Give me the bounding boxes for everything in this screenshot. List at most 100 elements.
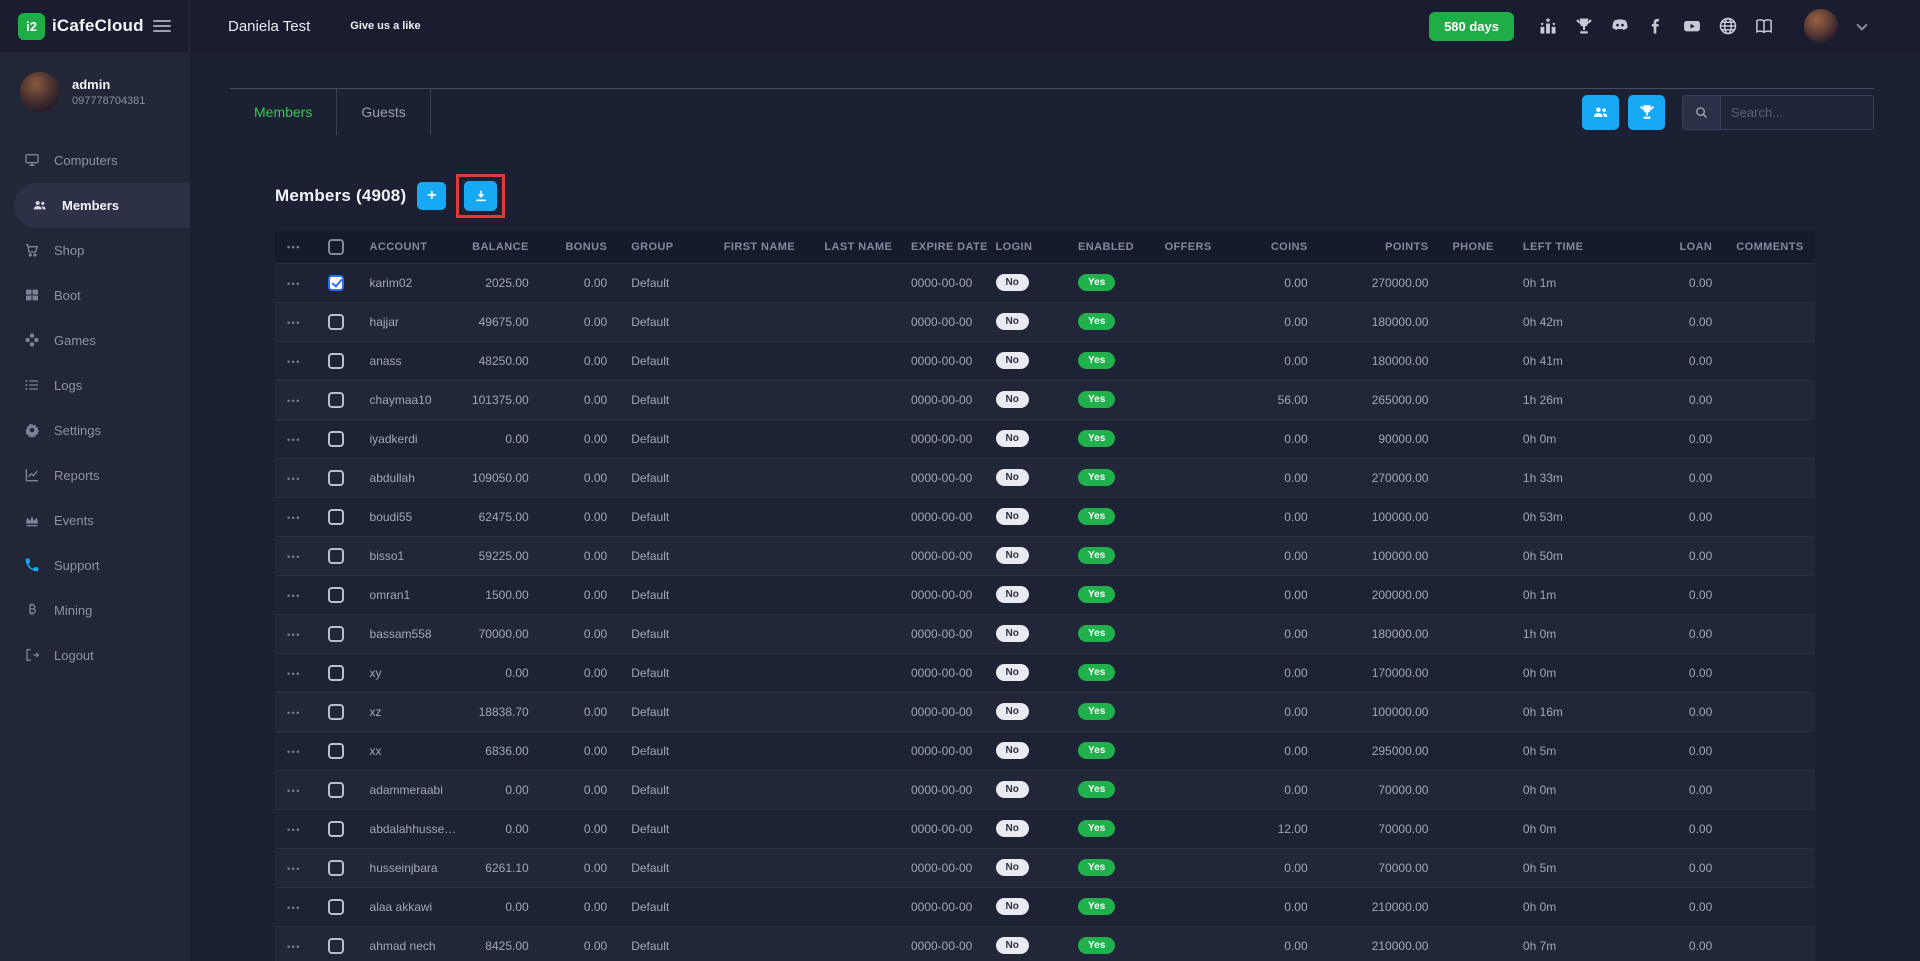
- enabled-badge: Yes: [1078, 586, 1116, 603]
- col-comments: COMMENTS: [1724, 231, 1815, 263]
- row-actions-button[interactable]: •••: [287, 746, 301, 757]
- brand-name: iCafeCloud: [52, 16, 144, 35]
- row-actions-button[interactable]: •••: [287, 395, 301, 406]
- row-checkbox[interactable]: [328, 664, 345, 681]
- row-actions-button[interactable]: •••: [287, 317, 301, 328]
- logout-icon: [24, 647, 41, 664]
- row-actions-button[interactable]: •••: [287, 707, 301, 718]
- ranking-view-button[interactable]: [1628, 94, 1665, 130]
- row-checkbox[interactable]: [328, 313, 345, 330]
- row-checkbox[interactable]: [328, 781, 345, 798]
- sidebar-item-support[interactable]: Support: [0, 543, 190, 588]
- hamburger-menu-icon[interactable]: [153, 20, 171, 32]
- members-icon: [32, 197, 49, 214]
- cell-balance: 101375.00: [471, 392, 529, 407]
- row-actions-button[interactable]: •••: [287, 629, 301, 640]
- sidebar-item-settings[interactable]: Settings: [0, 408, 190, 453]
- row-actions-button[interactable]: •••: [287, 473, 301, 484]
- sidebar-item-logs[interactable]: Logs: [0, 363, 190, 408]
- cell-bonus: 0.00: [583, 431, 608, 446]
- globe-icon[interactable]: [1718, 16, 1738, 36]
- row-actions-button[interactable]: •••: [287, 512, 301, 523]
- cell-account: abdalahhusse…: [369, 821, 457, 836]
- add-member-button[interactable]: +: [417, 182, 447, 210]
- row-checkbox[interactable]: [328, 469, 345, 486]
- row-actions-button[interactable]: •••: [287, 668, 301, 679]
- row-checkbox[interactable]: [328, 742, 345, 759]
- row-checkbox[interactable]: [328, 430, 345, 447]
- select-all-checkbox[interactable]: [328, 238, 345, 255]
- ranking-icon[interactable]: [1538, 16, 1558, 36]
- cell-phone: [1440, 380, 1510, 419]
- col-coins: COINS: [1233, 231, 1320, 263]
- cell-offers: [1153, 770, 1234, 809]
- sidebar-item-shop[interactable]: Shop: [0, 228, 190, 273]
- cell-first_name: [712, 536, 813, 575]
- cell-comments: [1724, 926, 1815, 961]
- sidebar-item-reports[interactable]: Reports: [0, 453, 190, 498]
- cell-expire_date: 0000-00-00: [910, 860, 973, 875]
- row-actions-button[interactable]: •••: [287, 356, 301, 367]
- table-row: ••• karim02 2025.00 0.00 Default 0000-00-00 No…: [275, 263, 1815, 302]
- row-actions-button[interactable]: •••: [287, 551, 301, 562]
- sidebar-item-games[interactable]: Games: [0, 318, 190, 363]
- cell-loan: 0.00: [1688, 275, 1713, 290]
- chevron-down-icon[interactable]: [1856, 18, 1868, 31]
- enabled-badge: Yes: [1078, 625, 1116, 642]
- cell-bonus: 0.00: [583, 860, 608, 875]
- sidebar-item-computers[interactable]: Computers: [0, 138, 190, 183]
- sidebar-item-boot[interactable]: Boot: [0, 273, 190, 318]
- give-us-a-like-link[interactable]: Give us a like: [350, 20, 421, 32]
- search-input[interactable]: [1721, 104, 1873, 120]
- row-checkbox[interactable]: [328, 586, 345, 603]
- days-remaining-button[interactable]: 580 days: [1429, 11, 1514, 41]
- members-view-button[interactable]: [1582, 94, 1619, 130]
- row-checkbox[interactable]: [328, 391, 345, 408]
- trophy-icon[interactable]: [1574, 16, 1594, 36]
- row-checkbox[interactable]: [328, 703, 345, 720]
- cell-first_name: [712, 380, 813, 419]
- cell-balance: 1500.00: [485, 587, 529, 602]
- sidebar-item-mining[interactable]: Mining: [0, 588, 190, 633]
- sidebar-item-members[interactable]: Members: [14, 183, 190, 228]
- row-actions-button[interactable]: •••: [287, 434, 301, 445]
- youtube-icon[interactable]: [1682, 16, 1702, 36]
- row-checkbox[interactable]: [328, 898, 345, 915]
- cell-offers: [1153, 692, 1234, 731]
- cell-phone: [1440, 302, 1510, 341]
- row-checkbox[interactable]: [328, 274, 345, 291]
- cell-account: adammeraabi: [369, 782, 443, 797]
- row-actions-button[interactable]: •••: [287, 863, 301, 874]
- row-actions-button[interactable]: •••: [287, 941, 301, 952]
- row-checkbox[interactable]: [328, 508, 345, 525]
- col-select[interactable]: [315, 231, 358, 263]
- row-checkbox[interactable]: [328, 820, 345, 837]
- row-checkbox[interactable]: [328, 859, 345, 876]
- row-actions-button[interactable]: •••: [287, 785, 301, 796]
- row-actions-button[interactable]: •••: [287, 278, 301, 289]
- table-row: ••• husseinjbara 6261.10 0.00 Default 0000-00…: [275, 848, 1815, 887]
- row-actions-button[interactable]: •••: [287, 902, 301, 913]
- discord-icon[interactable]: [1610, 16, 1630, 36]
- view-buttons: [1582, 94, 1665, 130]
- cell-phone: [1440, 536, 1510, 575]
- row-checkbox[interactable]: [328, 547, 345, 564]
- tab-members[interactable]: Members: [230, 89, 338, 135]
- user-avatar[interactable]: [1804, 9, 1838, 43]
- cell-phone: [1440, 809, 1510, 848]
- row-actions-button[interactable]: •••: [287, 824, 301, 835]
- row-actions-button[interactable]: •••: [287, 590, 301, 601]
- sidebar-item-logout[interactable]: Logout: [0, 633, 190, 678]
- row-checkbox[interactable]: [328, 937, 345, 954]
- facebook-icon[interactable]: [1646, 16, 1666, 36]
- book-icon[interactable]: [1754, 16, 1774, 36]
- topbar-icons: [1538, 16, 1774, 36]
- sidebar-item-events[interactable]: Events: [0, 498, 190, 543]
- cell-points: 270000.00: [1371, 470, 1429, 485]
- tab-guests[interactable]: Guests: [337, 89, 431, 135]
- row-checkbox[interactable]: [328, 352, 345, 369]
- cart-icon: [24, 242, 41, 259]
- export-download-button[interactable]: [464, 181, 498, 211]
- cell-first_name: [712, 770, 813, 809]
- row-checkbox[interactable]: [328, 625, 345, 642]
